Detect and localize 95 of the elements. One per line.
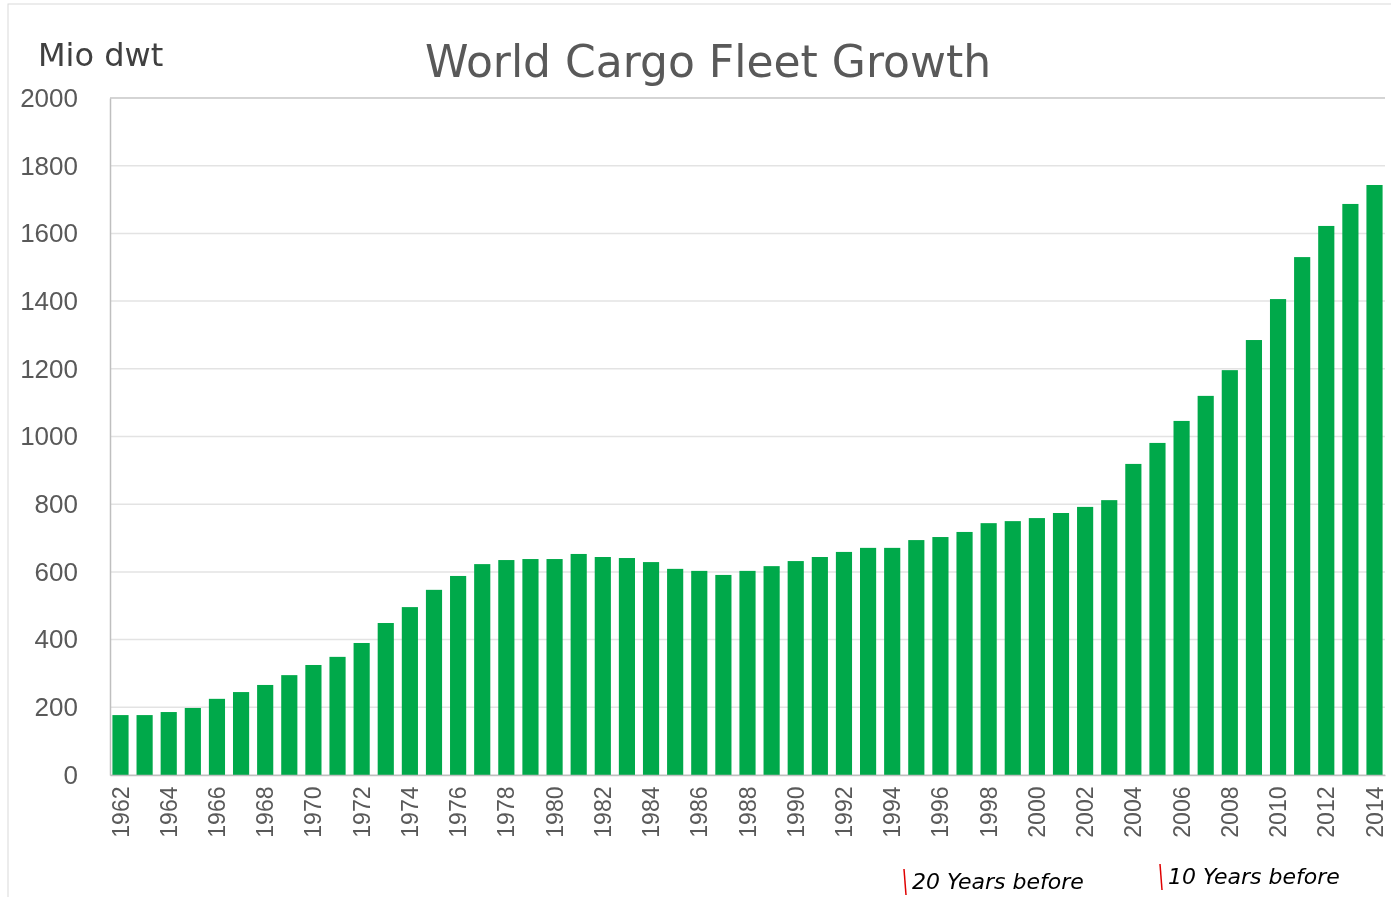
x-tick-label: 1982	[589, 786, 616, 838]
bar	[618, 558, 635, 775]
x-tick-label: 1974	[396, 786, 423, 838]
x-tick-label: 1990	[782, 786, 809, 838]
bar	[1004, 521, 1021, 775]
y-tick-label: 1200	[20, 353, 78, 384]
y-tick-label: 800	[34, 489, 78, 520]
bar	[257, 684, 274, 775]
x-tick-label: 1968	[252, 786, 279, 838]
bar	[305, 664, 322, 775]
y-tick-label: 1600	[20, 218, 78, 249]
x-tick-label: 1976	[445, 786, 472, 838]
x-tick-label: 1986	[686, 786, 713, 838]
y-tick-label: 0	[63, 759, 78, 790]
y-tick-label: 1800	[20, 150, 78, 181]
x-tick-label: 1994	[879, 786, 906, 838]
x-tick-label: 1988	[734, 786, 761, 838]
x-tick-label: 1966	[204, 786, 230, 838]
x-tick-label: 2014	[1361, 786, 1388, 838]
bar	[450, 575, 467, 775]
text: 20 Years before	[912, 869, 1084, 894]
y-axis-title: Mio dwt	[38, 36, 164, 74]
y-tick-label: 1400	[20, 285, 78, 316]
bar	[642, 562, 660, 775]
bar	[570, 553, 587, 775]
bar	[1028, 518, 1045, 775]
y-tick-label: 2000	[20, 82, 78, 113]
bar	[1125, 463, 1142, 775]
bar	[1245, 340, 1263, 775]
bar	[1221, 370, 1238, 775]
bar	[1052, 513, 1070, 775]
bar	[184, 707, 201, 775]
bar	[667, 568, 684, 775]
bar	[112, 715, 129, 775]
chart-title: World Cargo Fleet Growth	[424, 36, 992, 87]
x-tick-label: 1978	[493, 786, 520, 838]
x-tick-label: 2010	[1265, 786, 1292, 838]
x-tick-label: 2006	[1168, 786, 1195, 838]
x-tick-label: 1970	[300, 786, 327, 838]
text: 10 Years before	[1168, 864, 1340, 889]
x-tick-label: 1984	[638, 786, 665, 838]
bar	[136, 715, 153, 775]
bar	[546, 559, 563, 775]
bar	[1269, 299, 1287, 775]
bar	[474, 564, 491, 775]
bar	[208, 698, 226, 775]
bar	[1077, 506, 1094, 775]
x-tick-label: 2012	[1313, 786, 1340, 838]
bar	[1149, 442, 1166, 775]
bar	[1318, 225, 1335, 775]
bar	[329, 656, 346, 775]
bar	[232, 692, 250, 775]
bar	[763, 566, 780, 775]
x-tick-label: 1980	[541, 786, 568, 838]
x-tick-label: 1998	[975, 786, 1002, 838]
x-tick-label: 1964	[155, 786, 182, 838]
bar	[522, 559, 539, 775]
bar	[498, 560, 515, 775]
x-tick-label: 2008	[1216, 786, 1243, 838]
bar	[860, 547, 877, 775]
x-tick-label: 2000	[1023, 786, 1050, 838]
x-tick-label: 1992	[831, 786, 858, 838]
bar	[884, 547, 901, 775]
bar	[811, 557, 828, 775]
bar	[739, 570, 756, 775]
bar	[1101, 500, 1118, 775]
bar	[1294, 257, 1311, 775]
y-tick-label: 200	[34, 692, 78, 723]
bar	[353, 642, 370, 775]
bar	[980, 523, 997, 775]
bar	[1366, 185, 1383, 775]
bar	[956, 531, 973, 775]
bar	[932, 537, 949, 775]
x-tick-label: 1972	[348, 786, 375, 838]
bar	[1197, 395, 1214, 775]
y-tick-label: 400	[34, 624, 78, 655]
bar	[401, 607, 418, 775]
bar	[160, 712, 177, 775]
bar	[715, 574, 732, 775]
y-tick-label: 1000	[20, 421, 78, 452]
x-tick-label: 1962	[107, 786, 134, 838]
y-tick-label: 600	[34, 556, 78, 587]
bar	[1173, 420, 1190, 775]
bar	[594, 557, 611, 775]
bar	[835, 551, 853, 775]
x-tick-label: 2002	[1072, 786, 1099, 838]
bar	[691, 570, 708, 775]
bar	[908, 540, 925, 775]
bar	[281, 675, 298, 775]
x-tick-label: 2004	[1120, 786, 1147, 838]
bar	[1342, 203, 1359, 775]
bar	[377, 623, 394, 775]
bar	[425, 589, 443, 775]
x-tick-label: 1996	[927, 786, 954, 838]
bar	[787, 561, 804, 775]
